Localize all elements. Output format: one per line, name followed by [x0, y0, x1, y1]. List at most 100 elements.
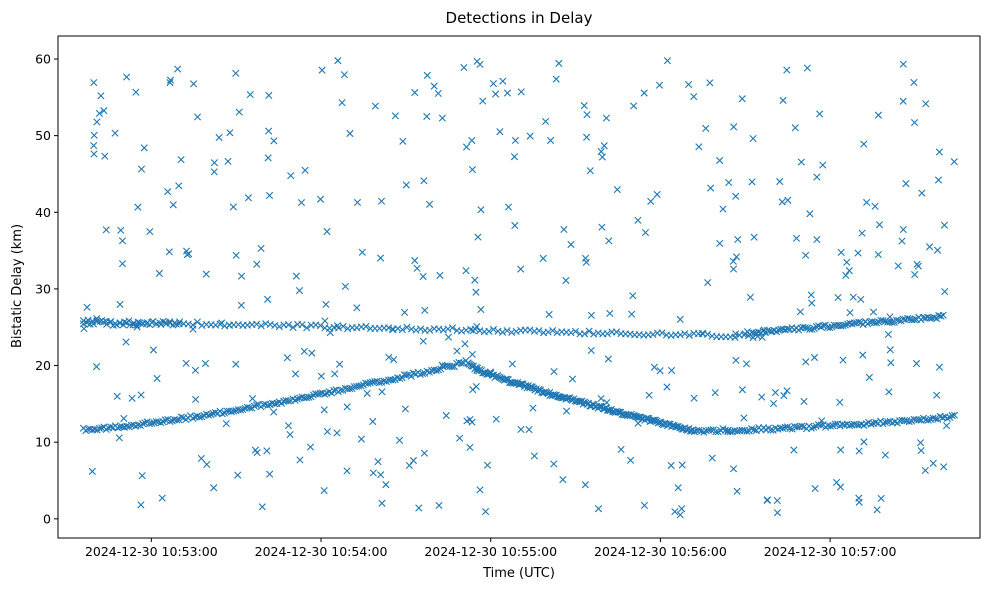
- data-point: [719, 205, 727, 213]
- data-point: [148, 419, 156, 427]
- data-point: [695, 426, 703, 434]
- data-point: [738, 95, 746, 103]
- data-point: [303, 324, 311, 332]
- data-point: [886, 313, 894, 321]
- data-point: [802, 251, 810, 259]
- data-point: [929, 459, 937, 467]
- data-point: [595, 402, 603, 411]
- data-point: [899, 225, 907, 234]
- data-point: [357, 382, 365, 390]
- data-point: [123, 73, 131, 81]
- data-point: [598, 153, 606, 161]
- data-point: [831, 420, 839, 428]
- data-point: [545, 310, 553, 319]
- data-point: [190, 80, 198, 88]
- data-point: [868, 318, 876, 326]
- data-point: [877, 494, 885, 502]
- data-point: [525, 425, 533, 434]
- data-point: [466, 443, 474, 452]
- data-point: [600, 142, 608, 150]
- y-tick-label: 0: [43, 511, 51, 526]
- data-point: [90, 79, 98, 87]
- data-point: [667, 461, 675, 470]
- data-point: [797, 158, 805, 166]
- data-point: [120, 414, 128, 423]
- data-point: [161, 416, 169, 424]
- data-point: [587, 311, 595, 319]
- data-point: [438, 361, 446, 369]
- data-point: [444, 325, 452, 333]
- data-point: [807, 424, 815, 432]
- data-point: [405, 461, 413, 470]
- data-point: [403, 323, 411, 331]
- data-point: [948, 412, 956, 420]
- data-point: [779, 96, 787, 104]
- data-point: [544, 328, 552, 336]
- data-point: [921, 466, 929, 475]
- data-point: [932, 314, 941, 323]
- data-point: [630, 102, 638, 110]
- data-point: [931, 415, 940, 423]
- data-point: [362, 322, 370, 331]
- data-point: [602, 114, 610, 122]
- data-point: [153, 374, 161, 383]
- x-tick-label: 2024-12-30 10:54:00: [255, 544, 388, 559]
- data-point: [195, 413, 204, 421]
- data-point: [411, 256, 419, 265]
- data-point: [468, 350, 476, 358]
- data-point: [126, 321, 134, 329]
- data-point: [93, 118, 101, 126]
- data-point: [318, 66, 326, 74]
- data-point: [237, 301, 245, 309]
- data-point: [284, 397, 292, 405]
- data-point: [628, 310, 636, 318]
- data-point: [894, 262, 902, 270]
- data-point: [758, 393, 766, 401]
- x-tick-label: 2024-12-30 10:57:00: [764, 544, 897, 559]
- data-point: [432, 366, 440, 375]
- data-point: [767, 426, 775, 434]
- data-point: [92, 363, 101, 371]
- data-point: [270, 408, 278, 416]
- data-point: [763, 496, 771, 505]
- data-point: [399, 137, 407, 145]
- data-point: [423, 71, 431, 79]
- data-point: [252, 320, 261, 328]
- data-point: [448, 363, 456, 371]
- data-point: [122, 319, 131, 327]
- data-point: [257, 322, 265, 330]
- data-point: [499, 77, 507, 85]
- data-point: [933, 246, 942, 254]
- data-point: [950, 411, 959, 419]
- data-point: [210, 484, 218, 492]
- data-point: [211, 408, 220, 417]
- data-point: [389, 376, 397, 384]
- data-point: [550, 460, 558, 468]
- data-point: [707, 426, 715, 434]
- data-point: [159, 317, 167, 325]
- data-point: [118, 237, 127, 245]
- data-point: [149, 346, 158, 354]
- data-point: [456, 434, 464, 442]
- data-point: [676, 511, 684, 519]
- data-point: [250, 402, 258, 410]
- data-point: [149, 317, 157, 326]
- data-point: [210, 168, 218, 176]
- data-point: [582, 258, 590, 266]
- data-point: [448, 324, 457, 332]
- data-point: [107, 423, 115, 431]
- data-point: [453, 347, 461, 355]
- data-point: [834, 293, 842, 302]
- data-point: [939, 311, 947, 319]
- data-point: [420, 449, 428, 457]
- data-point: [461, 340, 469, 348]
- data-point: [89, 320, 97, 328]
- data-point: [899, 60, 907, 68]
- data-point: [940, 221, 949, 229]
- data-point: [119, 321, 127, 329]
- data-point: [396, 374, 404, 383]
- data-point: [629, 292, 637, 300]
- data-point: [134, 203, 142, 211]
- data-point: [224, 157, 232, 165]
- data-point: [183, 251, 191, 259]
